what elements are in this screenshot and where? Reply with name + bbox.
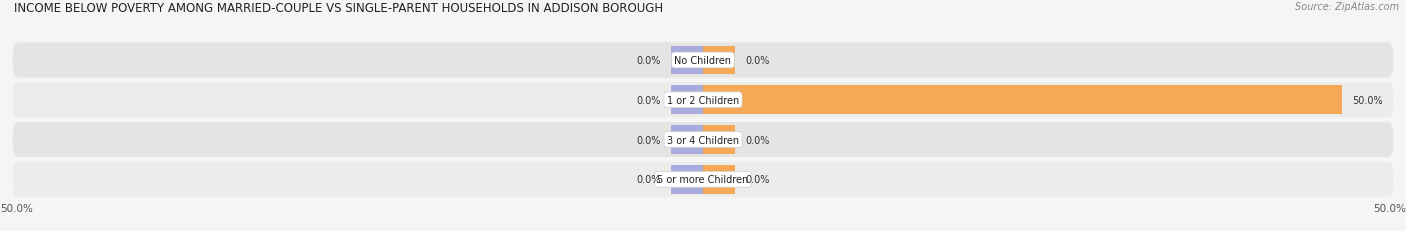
Text: 5 or more Children: 5 or more Children [658,175,748,185]
Text: INCOME BELOW POVERTY AMONG MARRIED-COUPLE VS SINGLE-PARENT HOUSEHOLDS IN ADDISON: INCOME BELOW POVERTY AMONG MARRIED-COUPL… [14,2,664,15]
FancyBboxPatch shape [13,122,1393,157]
Bar [671,46,703,75]
Text: 0.0%: 0.0% [745,135,769,145]
Text: 0.0%: 0.0% [637,56,661,66]
FancyBboxPatch shape [13,83,1393,118]
Bar [671,126,703,154]
Text: 0.0%: 0.0% [745,56,769,66]
FancyBboxPatch shape [13,162,1393,197]
Text: 3 or 4 Children: 3 or 4 Children [666,135,740,145]
Bar [671,86,703,115]
Text: 50.0%: 50.0% [1353,95,1384,105]
Bar [703,86,1343,115]
Text: 0.0%: 0.0% [637,95,661,105]
Bar [703,126,735,154]
Bar [703,46,735,75]
Bar [671,165,703,194]
Text: 0.0%: 0.0% [745,175,769,185]
Text: 50.0%: 50.0% [0,203,32,213]
Text: Source: ZipAtlas.com: Source: ZipAtlas.com [1295,2,1399,12]
Bar [703,165,735,194]
Text: 1 or 2 Children: 1 or 2 Children [666,95,740,105]
FancyBboxPatch shape [13,43,1393,78]
Text: 50.0%: 50.0% [1374,203,1406,213]
Text: No Children: No Children [675,56,731,66]
Text: 0.0%: 0.0% [637,135,661,145]
Text: 0.0%: 0.0% [637,175,661,185]
